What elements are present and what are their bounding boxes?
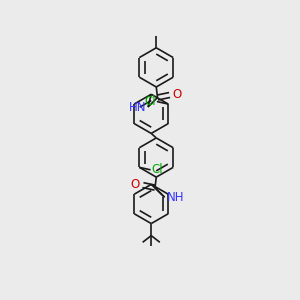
Text: Cl: Cl xyxy=(144,95,156,108)
Text: O: O xyxy=(130,178,140,191)
Text: O: O xyxy=(173,88,182,101)
Text: HN: HN xyxy=(128,101,146,114)
Text: NH: NH xyxy=(167,191,184,204)
Text: Cl: Cl xyxy=(152,163,164,176)
